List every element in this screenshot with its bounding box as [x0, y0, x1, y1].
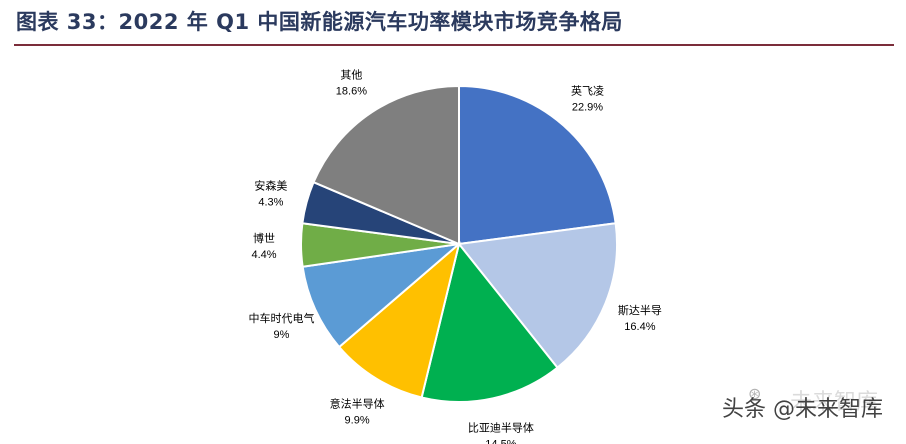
slice-label-1: 英飞凌	[571, 83, 604, 97]
pie-slice-1	[458, 84, 617, 246]
slice-label-7: 安森美	[254, 179, 287, 193]
slice-label-3: 比亚迪半导体	[468, 420, 534, 434]
watermark-faded-text: 未来智库	[790, 390, 879, 415]
slice-value-2: 16.4%	[624, 321, 655, 333]
slice-value-1: 22.9%	[572, 101, 603, 113]
slice-label-5: 中车时代电气	[249, 311, 315, 325]
slice-value-3: 14.5%	[485, 438, 516, 444]
pie-slice-2	[457, 222, 619, 370]
slice-label-4: 意法半导体	[330, 396, 385, 410]
watermark-logo-icon: ⊛	[748, 384, 762, 403]
pie-slice-4	[337, 241, 461, 399]
slice-label-2: 斯达半导	[618, 303, 662, 317]
slice-value-6: 4.4%	[251, 249, 276, 261]
chart-title: 图表 33：2022 年 Q1 中国新能源汽车功率模块市场竞争格局	[16, 10, 623, 34]
slice-value-5: 9%	[274, 329, 290, 341]
pie-slice-5	[301, 242, 463, 349]
title-divider	[14, 44, 894, 46]
pie-slice-8	[312, 84, 460, 246]
slice-value-4: 9.9%	[345, 414, 370, 426]
slice-value-8: 18.6%	[336, 85, 367, 97]
watermark-text: 头条 @未来智库	[722, 397, 883, 422]
slice-label-6: 博世	[253, 232, 275, 245]
slice-label-8: 其他	[340, 68, 362, 81]
slice-value-7: 4.3%	[258, 197, 283, 209]
pie-slice-3	[420, 241, 559, 403]
